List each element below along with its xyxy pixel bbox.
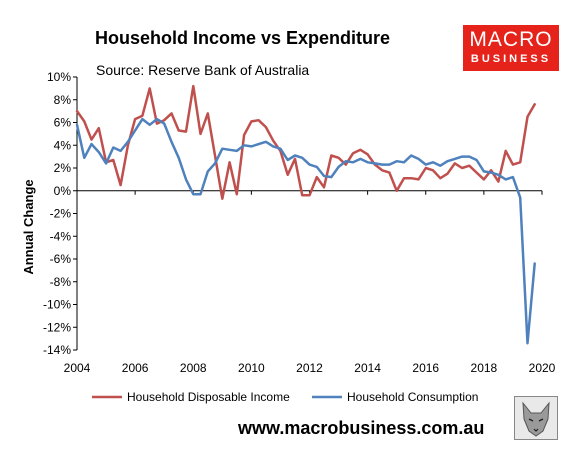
x-tick-label: 2010 xyxy=(238,361,265,375)
y-tick-label: -4% xyxy=(50,229,72,243)
chart-subtitle: Source: Reserve Bank of Australia xyxy=(96,62,310,78)
y-tick-label: -10% xyxy=(43,298,71,312)
x-tick-label: 2008 xyxy=(180,361,207,375)
y-tick-label: 8% xyxy=(54,93,72,107)
y-tick-label: 0% xyxy=(54,184,72,198)
chart-legend: Household Disposable Income Household Con… xyxy=(92,390,478,404)
y-tick-label: -8% xyxy=(50,275,72,289)
x-tick-label: 2020 xyxy=(529,361,556,375)
chart-series xyxy=(75,84,536,345)
x-tick-label: 2006 xyxy=(122,361,149,375)
income-series-line xyxy=(75,84,536,200)
y-tick-label: -6% xyxy=(50,252,72,266)
y-tick-label: 10% xyxy=(47,70,71,84)
y-tick-label: -14% xyxy=(43,343,71,357)
wolf-logo-image xyxy=(514,396,558,440)
x-tick-label: 2018 xyxy=(471,361,498,375)
logo-line-1: MACRO xyxy=(469,28,553,51)
consumption-series-line xyxy=(75,117,536,345)
x-tick-label: 2004 xyxy=(64,361,91,375)
chart-axes: 10% 8% 6% 4% 2% 0% -2% -4% -6% -8% -10% -12% -14% 200… xyxy=(43,70,556,375)
y-tick-label: 4% xyxy=(54,138,72,152)
logo-line-2: BUSINESS xyxy=(470,53,552,65)
x-tick-label: 2016 xyxy=(412,361,439,375)
macrobusiness-logo: MACRO BUSINESS xyxy=(463,25,559,71)
x-tick-label: 2012 xyxy=(296,361,323,375)
chart-title: Household Income vs Expenditure xyxy=(95,28,391,48)
website-url: www.macrobusiness.com.au xyxy=(238,418,485,438)
y-tick-label: -2% xyxy=(50,207,72,221)
y-tick-label: -12% xyxy=(43,320,71,334)
legend-item-consumption-label: Household Consumption xyxy=(347,390,478,404)
x-tick-label: 2014 xyxy=(354,361,381,375)
y-tick-label: 6% xyxy=(54,116,72,130)
y-tick-label: 2% xyxy=(54,161,72,175)
y-axis-label: Annual Change xyxy=(21,179,36,274)
legend-item-income-label: Household Disposable Income xyxy=(127,390,290,404)
